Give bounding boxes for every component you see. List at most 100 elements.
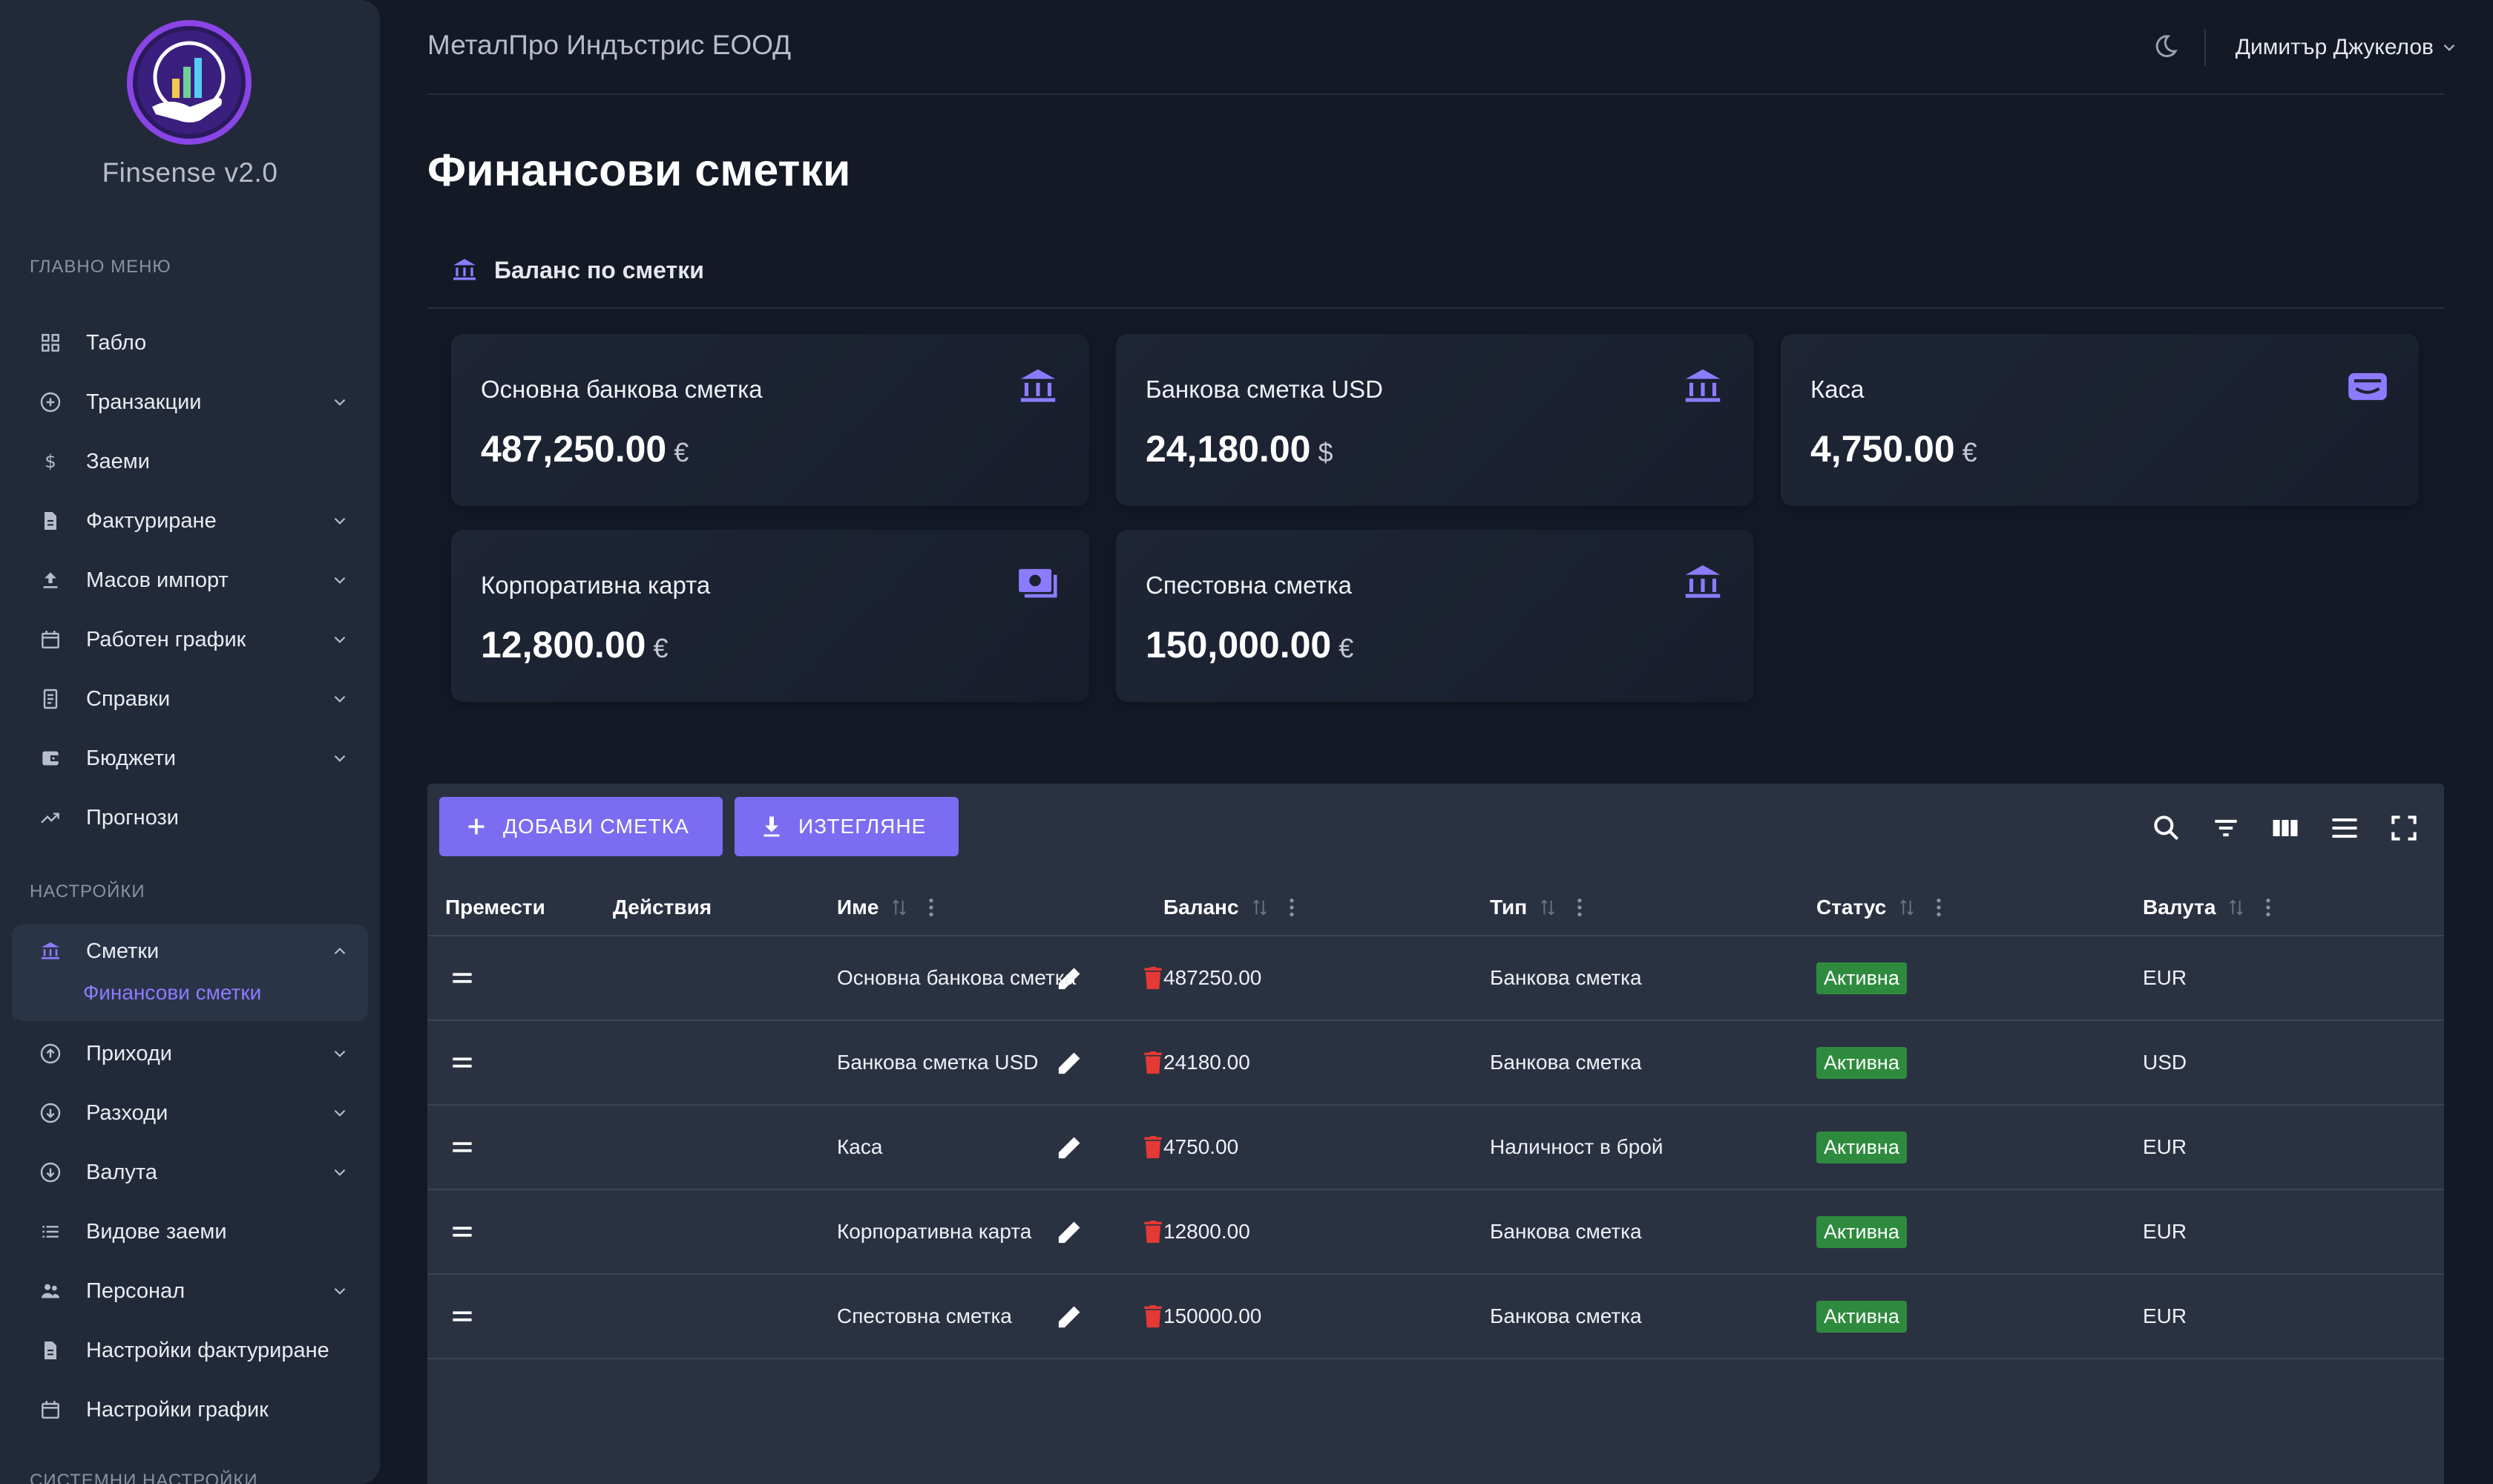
sidebar-item-label: Разходи bbox=[86, 1100, 168, 1125]
sidebar-subitem-financial-accounts[interactable]: Финансови сметки bbox=[83, 981, 262, 1004]
more-vert-icon[interactable] bbox=[2259, 896, 2278, 919]
chevron-down-icon[interactable] bbox=[325, 1276, 355, 1306]
edit-icon[interactable] bbox=[1054, 1275, 1086, 1358]
cell-balance: 24180.00 bbox=[1163, 1051, 1250, 1074]
column-header-currency[interactable]: Валута bbox=[2143, 889, 2278, 926]
column-header-type[interactable]: Тип bbox=[1490, 889, 1589, 926]
sidebar-item-dashboard[interactable]: Табло bbox=[13, 319, 368, 367]
more-vert-icon[interactable] bbox=[1929, 896, 1948, 919]
card-amount: 487,250.00 € bbox=[481, 428, 689, 470]
sort-icon[interactable] bbox=[1537, 897, 1558, 918]
account-card[interactable]: Корпоративна карта 12,800.00 € bbox=[451, 530, 1089, 702]
chevron-down-icon[interactable] bbox=[325, 1039, 355, 1068]
sidebar-item-income[interactable]: Приходи bbox=[13, 1030, 368, 1077]
chevron-up-icon[interactable] bbox=[325, 936, 355, 966]
chevron-down-icon[interactable] bbox=[325, 1098, 355, 1128]
chevron-down-icon[interactable] bbox=[325, 565, 355, 595]
account-card[interactable]: Спестовна сметка 150,000.00 € bbox=[1116, 530, 1754, 702]
sort-icon[interactable] bbox=[2226, 897, 2247, 918]
active-nav-group bbox=[12, 925, 368, 1021]
sidebar-item-loan-types[interactable]: Видове заеми bbox=[13, 1208, 368, 1255]
edit-icon[interactable] bbox=[1054, 1190, 1086, 1273]
sort-icon[interactable] bbox=[1249, 897, 1270, 918]
add-account-label: ДОБАВИ СМЕТКА bbox=[503, 815, 689, 838]
sidebar-item-label: Работен график bbox=[86, 627, 246, 651]
sidebar: Finsense v2.0 ГЛАВНО МЕНЮ Табло Транзакц… bbox=[0, 0, 380, 1484]
status-badge: Активна bbox=[1816, 1215, 1907, 1248]
finsense-logo[interactable] bbox=[126, 19, 252, 145]
moon-icon[interactable] bbox=[2149, 33, 2179, 62]
delete-icon[interactable] bbox=[1138, 1021, 1168, 1104]
drag-handle-icon[interactable] bbox=[448, 1275, 476, 1358]
drag-handle-icon[interactable] bbox=[448, 936, 476, 1020]
account-card[interactable]: Каса 4,750.00 € bbox=[1781, 334, 2419, 506]
sort-icon[interactable] bbox=[889, 897, 910, 918]
report-icon bbox=[33, 681, 68, 717]
sidebar-item-forecasts[interactable]: Прогнози bbox=[13, 794, 368, 841]
edit-icon[interactable] bbox=[1054, 936, 1086, 1020]
sort-icon[interactable] bbox=[1896, 897, 1917, 918]
card-name: Банкова сметка USD bbox=[1146, 375, 1383, 403]
delete-icon[interactable] bbox=[1138, 936, 1168, 1020]
cell-currency: EUR bbox=[2143, 1304, 2187, 1327]
column-header-name[interactable]: Име bbox=[837, 889, 941, 926]
download-label: ИЗТЕГЛЯНЕ bbox=[798, 815, 927, 838]
plus-icon bbox=[468, 818, 485, 835]
sidebar-item-currency[interactable]: Валута bbox=[13, 1149, 368, 1196]
sidebar-item-reports[interactable]: Справки bbox=[13, 675, 368, 723]
header-divider bbox=[427, 935, 2444, 936]
column-header-status[interactable]: Статус bbox=[1816, 889, 1948, 926]
document-icon bbox=[33, 503, 68, 539]
account-card[interactable]: Банкова сметка USD 24,180.00 $ bbox=[1116, 334, 1754, 506]
bank-icon bbox=[1020, 369, 1056, 402]
delete-icon[interactable] bbox=[1138, 1106, 1168, 1189]
table-toolbar bbox=[2125, 810, 2422, 846]
cell-currency: USD bbox=[2143, 1051, 2187, 1074]
sidebar-item-invoicing[interactable]: Фактуриране bbox=[13, 497, 368, 545]
download-button[interactable]: ИЗТЕГЛЯНЕ bbox=[735, 797, 959, 856]
drag-handle-icon[interactable] bbox=[448, 1106, 476, 1189]
sidebar-item-accounts[interactable]: Сметки bbox=[13, 928, 368, 975]
sidebar-item-staff[interactable]: Персонал bbox=[13, 1267, 368, 1315]
sidebar-item-work-schedule[interactable]: Работен график bbox=[13, 616, 368, 663]
cell-name: Банкова сметка USD bbox=[837, 1051, 1039, 1074]
chevron-down-icon[interactable] bbox=[325, 625, 355, 654]
cell-currency: EUR bbox=[2143, 1135, 2187, 1158]
sidebar-item-schedule-settings[interactable]: Настройки график bbox=[13, 1386, 368, 1434]
sidebar-item-label: Видове заеми bbox=[86, 1219, 227, 1244]
chevron-down-icon[interactable] bbox=[325, 387, 355, 417]
chevron-down-icon[interactable] bbox=[325, 743, 355, 773]
drag-handle-icon[interactable] bbox=[448, 1190, 476, 1273]
wallet-icon bbox=[2348, 372, 2387, 401]
header-divider bbox=[427, 93, 2444, 95]
density-icon[interactable] bbox=[2327, 810, 2362, 846]
account-card[interactable]: Основна банкова сметка 487,250.00 € bbox=[451, 334, 1089, 506]
sidebar-item-loans[interactable]: $ Заеми bbox=[13, 438, 368, 485]
user-menu[interactable]: Димитър Джукелов bbox=[2235, 35, 2434, 59]
edit-icon[interactable] bbox=[1054, 1021, 1086, 1104]
more-vert-icon[interactable] bbox=[922, 896, 941, 919]
cell-balance: 4750.00 bbox=[1163, 1135, 1239, 1158]
delete-icon[interactable] bbox=[1138, 1190, 1168, 1273]
sidebar-item-expenses[interactable]: Разходи bbox=[13, 1089, 368, 1137]
chevron-down-icon[interactable] bbox=[325, 506, 355, 536]
search-icon[interactable] bbox=[2149, 810, 2184, 846]
column-header-balance[interactable]: Баланс bbox=[1163, 889, 1301, 926]
chevron-down-icon[interactable] bbox=[325, 684, 355, 714]
columns-icon[interactable] bbox=[2267, 810, 2303, 846]
drag-handle-icon[interactable] bbox=[448, 1021, 476, 1104]
sidebar-item-transactions[interactable]: Транзакции bbox=[13, 378, 368, 426]
chevron-down-icon[interactable] bbox=[325, 1158, 355, 1187]
sidebar-item-budgets[interactable]: Бюджети bbox=[13, 735, 368, 782]
more-vert-icon[interactable] bbox=[1570, 896, 1589, 919]
filter-icon[interactable] bbox=[2208, 810, 2244, 846]
cell-currency: EUR bbox=[2143, 1220, 2187, 1243]
delete-icon[interactable] bbox=[1138, 1275, 1168, 1358]
fullscreen-icon[interactable] bbox=[2386, 810, 2422, 846]
chevron-down-icon[interactable] bbox=[2440, 38, 2459, 57]
sidebar-item-invoice-settings[interactable]: Настройки фактуриране bbox=[13, 1327, 368, 1374]
sidebar-item-bulk-import[interactable]: Масов импорт bbox=[13, 556, 368, 604]
add-account-button[interactable]: ДОБАВИ СМЕТКА bbox=[439, 797, 723, 856]
more-vert-icon[interactable] bbox=[1282, 896, 1301, 919]
edit-icon[interactable] bbox=[1054, 1106, 1086, 1189]
